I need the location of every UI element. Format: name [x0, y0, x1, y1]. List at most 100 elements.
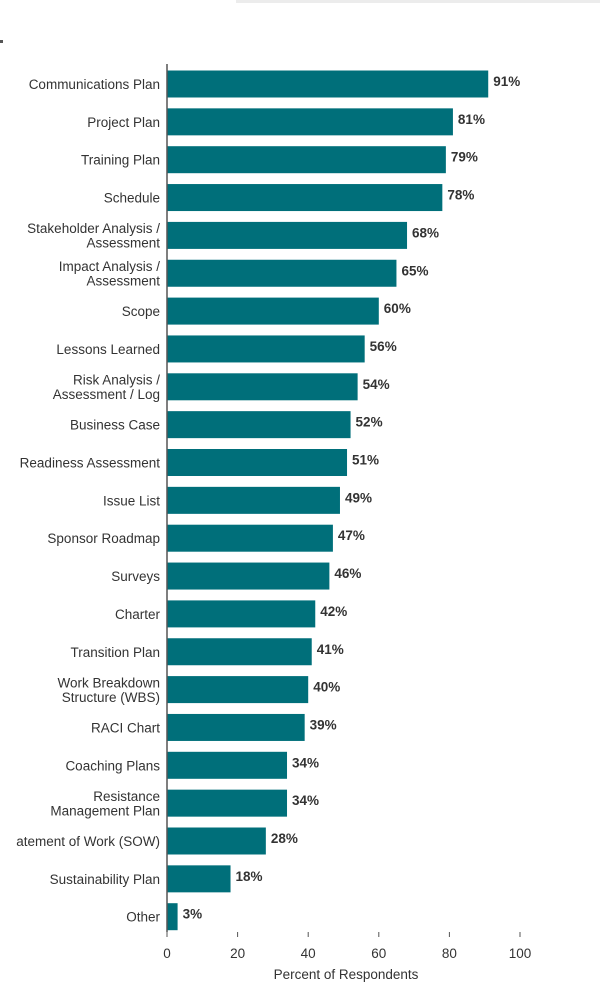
bar — [167, 827, 266, 855]
category-label-line: Assessment — [86, 236, 160, 251]
bar — [167, 903, 178, 931]
category-label-line: Readiness Assessment — [20, 456, 161, 471]
top-rule — [236, 0, 600, 3]
value-label: 56% — [370, 339, 397, 354]
bar — [167, 789, 288, 817]
category-label-line: Sustainability Plan — [50, 872, 160, 887]
category-label: Schedule — [104, 191, 160, 206]
category-label: Coaching Plans — [65, 758, 160, 773]
category-label: Charter — [115, 607, 161, 622]
bar — [167, 713, 305, 741]
value-label: 81% — [458, 112, 485, 127]
x-tick-label: 80 — [442, 946, 457, 961]
category-label-line: Assessment / Log — [53, 387, 160, 402]
category-label: atement of Work (SOW) — [16, 834, 160, 849]
value-label: 3% — [183, 907, 203, 922]
category-label: Sustainability Plan — [50, 872, 160, 887]
bar — [167, 865, 231, 893]
bar — [167, 259, 397, 287]
bar — [167, 638, 312, 666]
bar — [167, 146, 446, 174]
category-label-line: Work Breakdown — [57, 675, 160, 690]
category-label: Communications Plan — [29, 77, 160, 92]
value-label: 28% — [271, 831, 298, 846]
category-label: Sponsor Roadmap — [47, 531, 160, 546]
category-label-line: Schedule — [104, 191, 160, 206]
value-label: 34% — [292, 755, 319, 770]
x-tick-label: 100 — [509, 946, 532, 961]
value-label: 41% — [317, 642, 344, 657]
category-label: Readiness Assessment — [20, 456, 161, 471]
category-label: Surveys — [111, 569, 160, 584]
x-tick-label: 40 — [301, 946, 316, 961]
category-label-line: RACI Chart — [91, 720, 160, 735]
bar — [167, 411, 351, 439]
category-label: Lessons Learned — [56, 342, 160, 357]
bar — [167, 562, 330, 590]
category-label: Project Plan — [87, 115, 160, 130]
value-label: 79% — [451, 150, 478, 165]
bar — [167, 184, 443, 212]
bar — [167, 524, 333, 552]
category-label-line: Other — [126, 910, 160, 925]
category-label-line: Charter — [115, 607, 161, 622]
category-label-line: Risk Analysis / — [73, 373, 160, 388]
x-tick-label: 0 — [163, 946, 171, 961]
category-label: Issue List — [103, 493, 160, 508]
bar — [167, 751, 288, 779]
category-label: Work Breakdown Structure (WBS) — [57, 675, 160, 705]
category-label-line: Coaching Plans — [65, 758, 160, 773]
category-label: Impact Analysis / Assessment — [59, 259, 161, 289]
bar — [167, 449, 348, 476]
x-tick-label: 60 — [371, 946, 386, 961]
value-labels-group: 91% 81% 79% 78% 68% 65% 60% 56% 54% 52% 51% 49% 47% 4… — [183, 74, 521, 922]
category-label-line: Management Plan — [50, 803, 160, 818]
bar — [167, 373, 358, 401]
corner-mark — [0, 40, 3, 43]
bar — [167, 70, 489, 98]
category-label: Other — [126, 910, 160, 925]
value-label: 60% — [384, 301, 411, 316]
category-label: Training Plan — [81, 153, 160, 168]
category-label: Risk Analysis / Assessment / Log — [53, 373, 161, 403]
value-label: 52% — [356, 415, 383, 430]
bar — [167, 600, 316, 628]
value-label: 54% — [363, 377, 390, 392]
category-label-line: Assessment — [86, 274, 160, 289]
value-label: 42% — [320, 604, 347, 619]
value-label: 39% — [310, 717, 337, 732]
category-label: Stakeholder Analysis / Assessment — [27, 221, 160, 251]
bar — [167, 221, 408, 249]
value-label: 51% — [352, 453, 379, 468]
category-label-line: Lessons Learned — [56, 342, 160, 357]
value-label: 34% — [292, 793, 319, 808]
category-label-line: Business Case — [70, 418, 160, 433]
value-label: 78% — [447, 188, 474, 203]
value-label: 91% — [493, 74, 520, 89]
value-label: 40% — [313, 680, 340, 695]
category-label-line: Transition Plan — [70, 645, 160, 660]
category-labels-group: Communications Plan Project Plan Training … — [16, 77, 160, 925]
category-label-line: atement of Work (SOW) — [16, 834, 160, 849]
bars-group — [167, 70, 489, 931]
bar — [167, 108, 453, 136]
category-label: Transition Plan — [70, 645, 160, 660]
category-label-line: Scope — [122, 304, 160, 319]
category-label-line: Communications Plan — [29, 77, 160, 92]
category-label: Business Case — [70, 418, 160, 433]
bar — [167, 335, 365, 363]
value-label: 46% — [334, 566, 361, 581]
category-label-line: Structure (WBS) — [62, 690, 160, 705]
category-label-line: Impact Analysis / — [59, 259, 161, 274]
bar — [167, 676, 309, 704]
x-ticks-group: 0 20 40 60 80 100 — [163, 932, 531, 961]
category-label-line: Surveys — [111, 569, 160, 584]
category-label: Resistance Management Plan — [50, 789, 160, 819]
category-label: RACI Chart — [91, 720, 160, 735]
category-label: Scope — [122, 304, 160, 319]
category-label-line: Issue List — [103, 493, 160, 508]
bar — [167, 297, 379, 325]
category-label-line: Training Plan — [81, 153, 160, 168]
category-label-line: Sponsor Roadmap — [47, 531, 160, 546]
